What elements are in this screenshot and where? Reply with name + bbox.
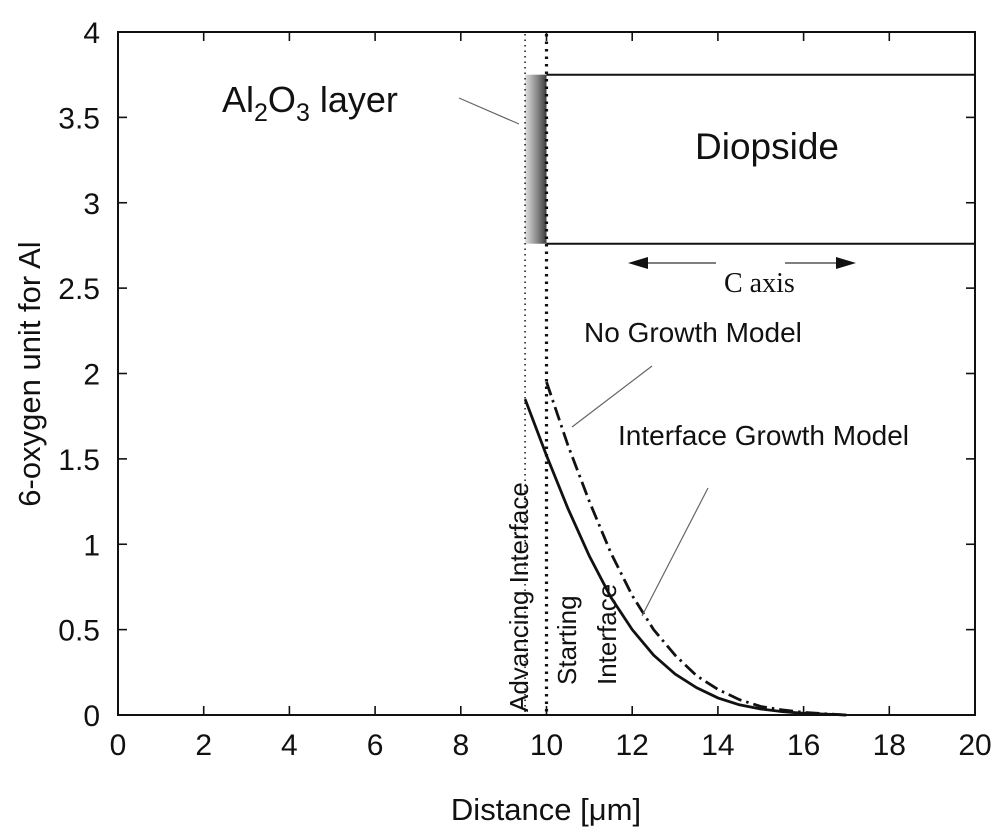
- x-tick-label: 18: [873, 729, 906, 762]
- x-tick-label: 16: [787, 729, 820, 762]
- no-growth-leader-line: [571, 365, 653, 428]
- diopside-label: Diopside: [695, 126, 839, 167]
- interface-growth-model-label: Interface Growth Model: [618, 420, 909, 451]
- c-axis-arrowhead-left: [628, 257, 648, 269]
- y-tick-label: 2: [83, 359, 100, 392]
- y-tick-label: 4: [83, 17, 100, 50]
- x-tick-label: 10: [530, 729, 563, 762]
- c-axis-arrowhead-right: [836, 257, 856, 269]
- x-tick-label: 8: [452, 729, 469, 762]
- y-tick-labels: 0 0.5 1 1.5 2 2.5 3 3.5 4: [58, 17, 100, 733]
- advancing-interface-label: Advancing Interface: [504, 482, 534, 712]
- y-tick-label: 1: [83, 529, 100, 562]
- x-tick-label: 4: [281, 729, 298, 762]
- al2o3-layer-rect: [525, 74, 547, 244]
- c-axis-label: C axis: [724, 268, 795, 299]
- y-axis-title: 6-oxygen unit for Al: [12, 241, 47, 506]
- layer-leader-line: [458, 97, 520, 125]
- x-axis-title: Distance [μm]: [451, 792, 641, 827]
- x-tick-label: 12: [616, 729, 649, 762]
- y-tick-label: 2.5: [58, 273, 100, 306]
- no-growth-model-label: No Growth Model: [584, 317, 802, 348]
- x-tick-label: 0: [110, 729, 127, 762]
- starting-interface-label-1: Starting: [552, 595, 582, 685]
- starting-interface-label-2: Interface: [592, 584, 622, 685]
- x-tick-label: 20: [958, 729, 991, 762]
- y-tick-label: 3.5: [58, 102, 100, 135]
- axis-ticks: [117, 31, 976, 716]
- interface-growth-leader-line: [641, 487, 709, 617]
- y-tick-label: 0: [83, 700, 100, 733]
- x-tick-labels: 0 2 4 6 8 10 12 14 16 18 20: [110, 729, 992, 762]
- x-tick-label: 6: [367, 729, 384, 762]
- y-tick-label: 1.5: [58, 444, 100, 477]
- y-tick-label: 0.5: [58, 615, 100, 648]
- series-no-growth-model: [545, 381, 847, 717]
- x-tick-label: 14: [701, 729, 734, 762]
- x-tick-label: 2: [195, 729, 212, 762]
- y-tick-label: 3: [83, 188, 100, 221]
- al2o3-layer-label: Al2O3 layer: [222, 79, 398, 127]
